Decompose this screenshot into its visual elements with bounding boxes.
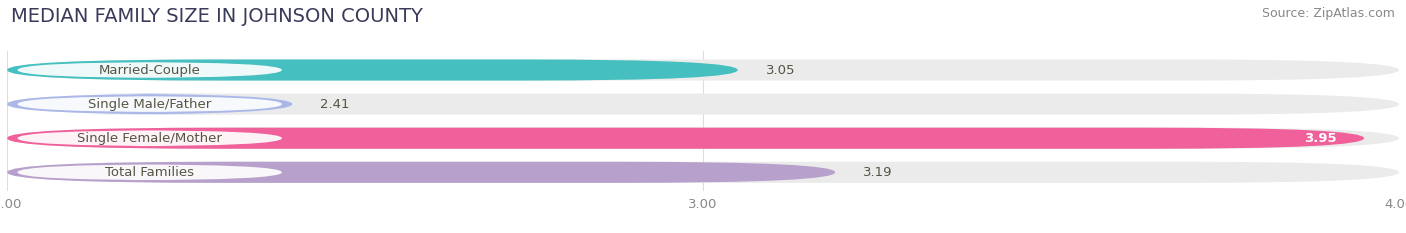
FancyBboxPatch shape xyxy=(7,59,1399,81)
Text: 3.95: 3.95 xyxy=(1303,132,1336,145)
FancyBboxPatch shape xyxy=(7,93,292,115)
FancyBboxPatch shape xyxy=(17,96,283,112)
Text: Source: ZipAtlas.com: Source: ZipAtlas.com xyxy=(1261,7,1395,20)
FancyBboxPatch shape xyxy=(17,164,283,180)
FancyBboxPatch shape xyxy=(7,128,1399,149)
Text: Married-Couple: Married-Couple xyxy=(98,64,201,76)
FancyBboxPatch shape xyxy=(17,62,283,78)
Text: 2.41: 2.41 xyxy=(321,98,350,111)
Text: Single Male/Father: Single Male/Father xyxy=(89,98,211,111)
Text: Total Families: Total Families xyxy=(105,166,194,179)
FancyBboxPatch shape xyxy=(7,162,1399,183)
Text: 3.05: 3.05 xyxy=(766,64,796,76)
FancyBboxPatch shape xyxy=(7,162,835,183)
Text: MEDIAN FAMILY SIZE IN JOHNSON COUNTY: MEDIAN FAMILY SIZE IN JOHNSON COUNTY xyxy=(11,7,423,26)
FancyBboxPatch shape xyxy=(7,93,1399,115)
FancyBboxPatch shape xyxy=(7,59,738,81)
FancyBboxPatch shape xyxy=(7,128,1364,149)
Text: Single Female/Mother: Single Female/Mother xyxy=(77,132,222,145)
Text: 3.19: 3.19 xyxy=(863,166,893,179)
FancyBboxPatch shape xyxy=(17,130,283,146)
